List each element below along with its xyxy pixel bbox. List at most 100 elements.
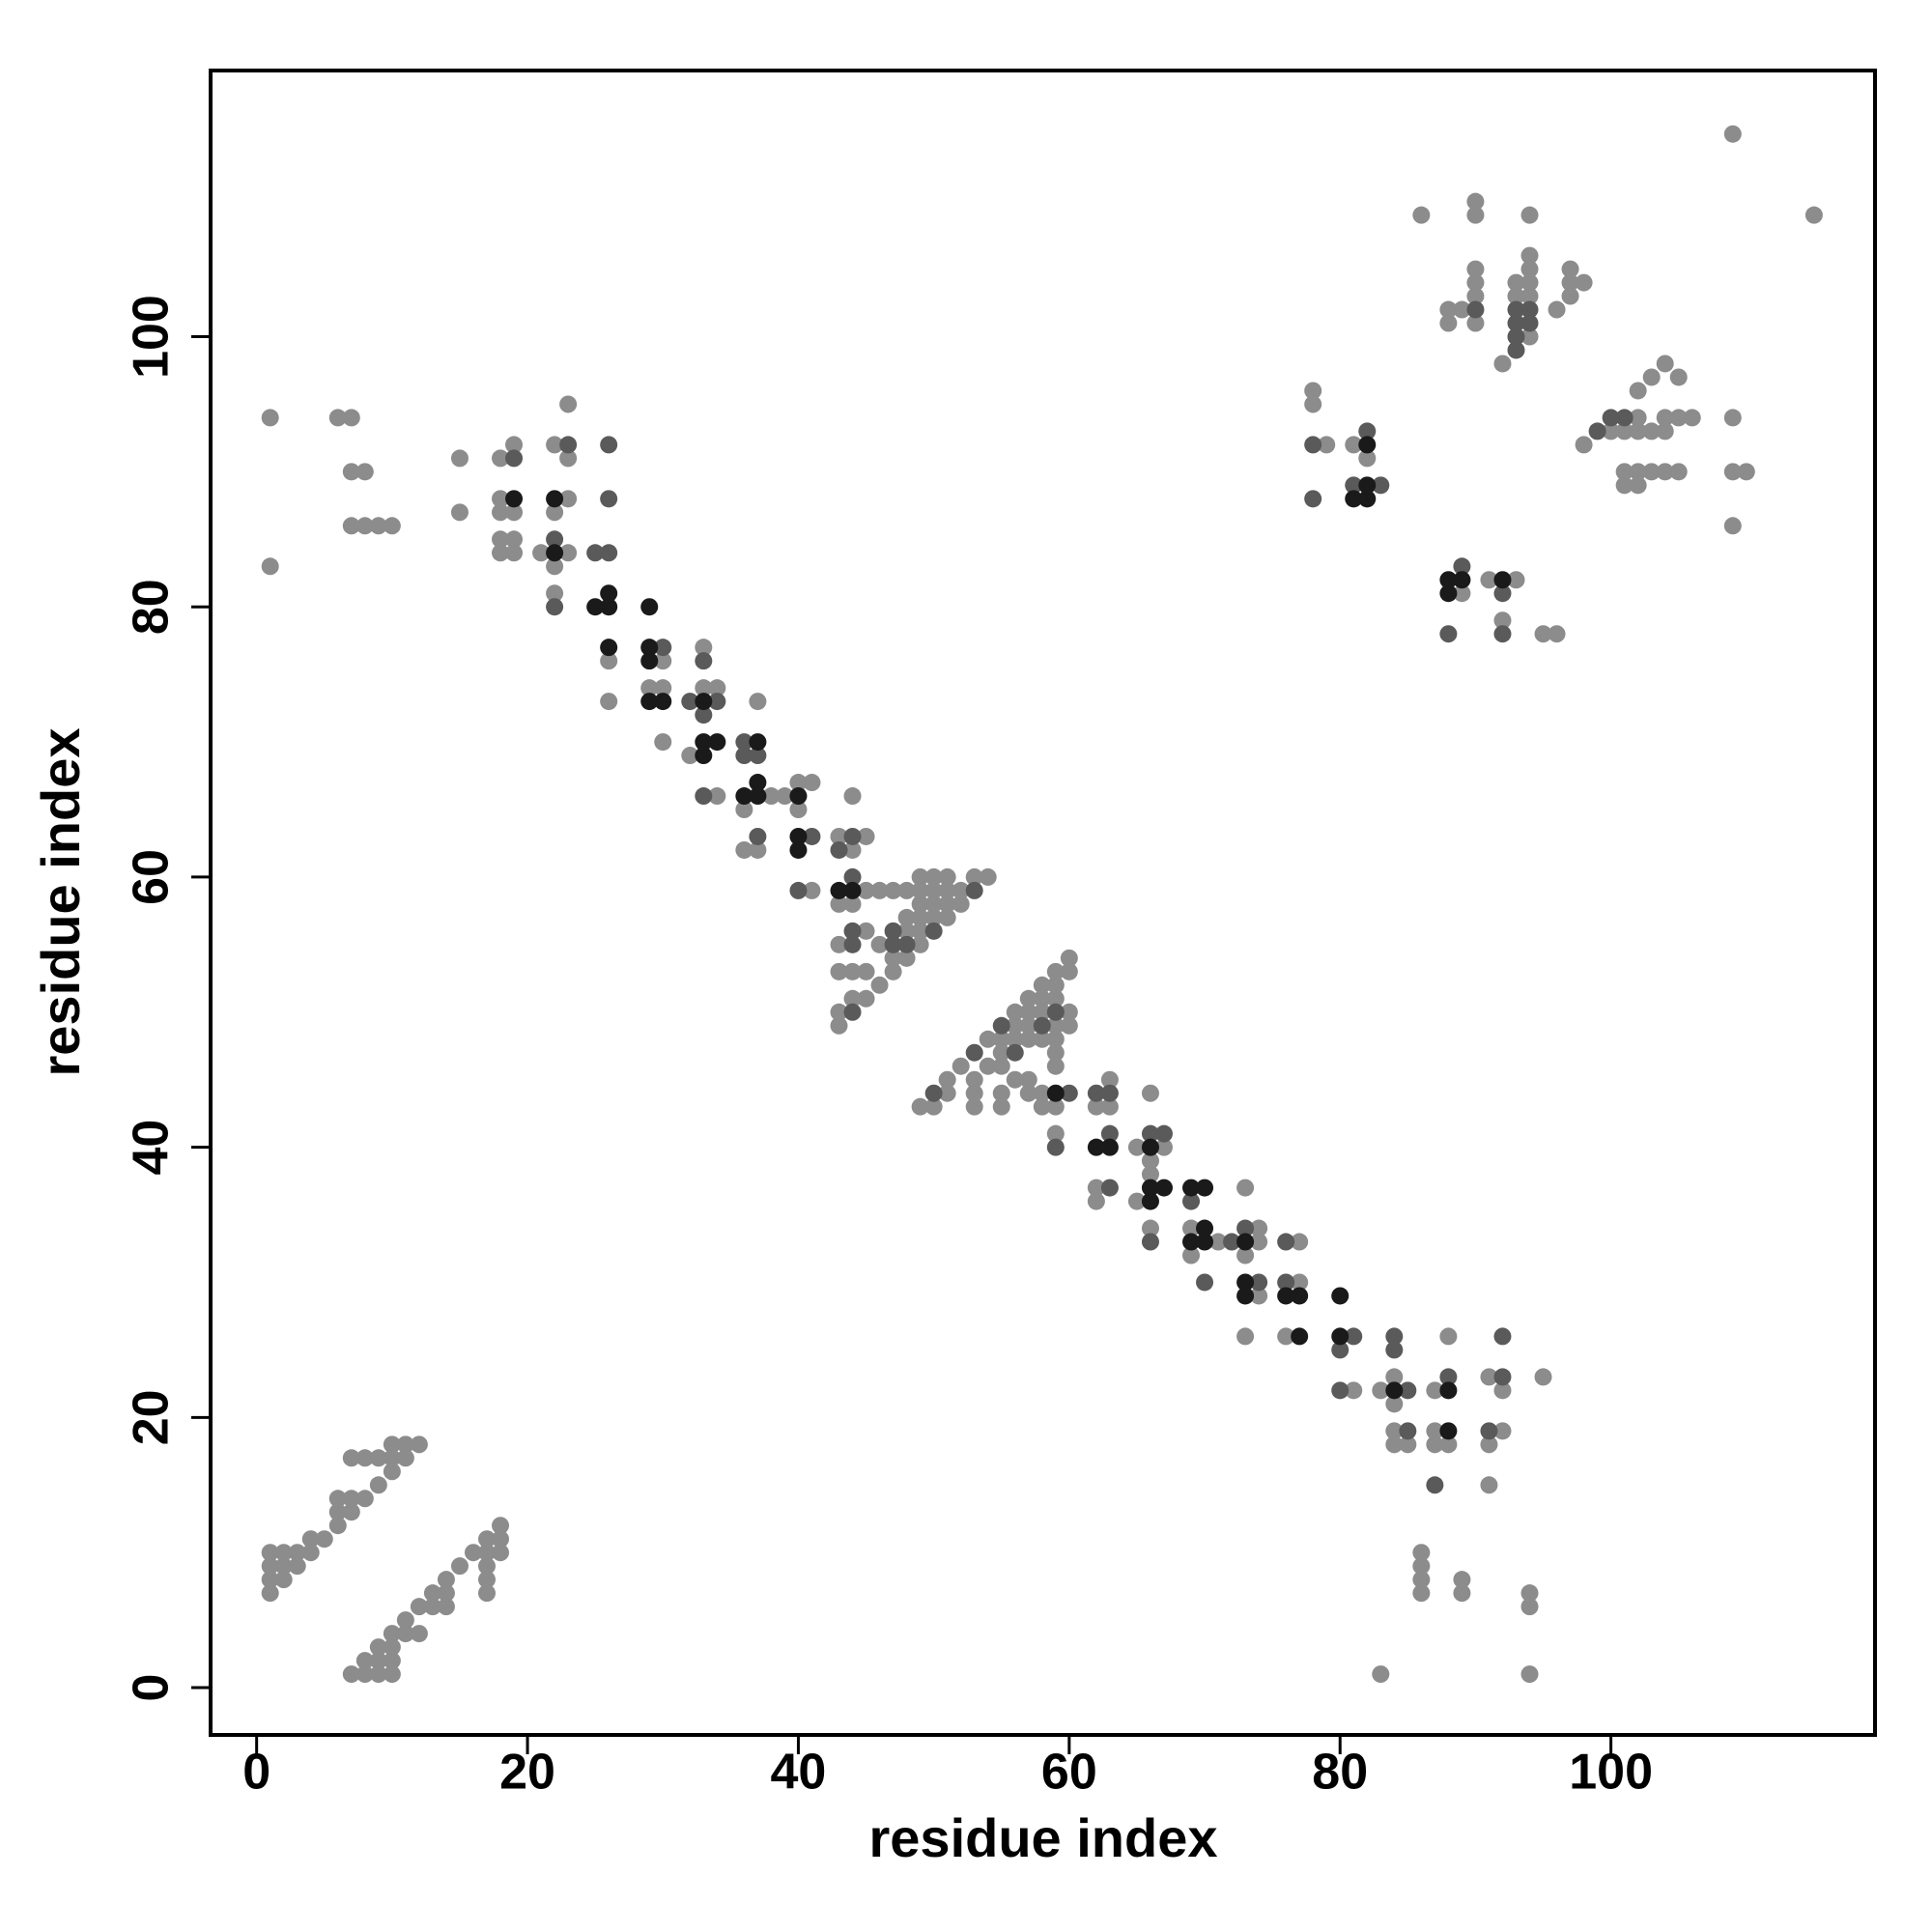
point [410, 1598, 428, 1616]
point [1507, 273, 1525, 292]
point [979, 1030, 997, 1048]
point [1426, 1422, 1444, 1440]
point [261, 1571, 279, 1589]
point [1006, 1070, 1024, 1089]
point [952, 881, 970, 899]
point [1615, 409, 1634, 427]
point [1453, 1584, 1471, 1603]
point [1060, 1084, 1078, 1102]
y-tick-label: 40 [124, 1120, 180, 1176]
point [1520, 327, 1539, 346]
point [870, 935, 889, 953]
point [1019, 1070, 1037, 1089]
point [600, 584, 618, 603]
point [749, 693, 767, 711]
point [1304, 490, 1322, 508]
point [1060, 962, 1078, 980]
point [830, 935, 848, 953]
point [464, 1544, 482, 1562]
point [1466, 287, 1485, 305]
point [1520, 246, 1539, 265]
point [1453, 300, 1471, 319]
point [1236, 1327, 1255, 1346]
point [383, 1665, 401, 1684]
y-tick-label: 0 [124, 1674, 180, 1702]
point [749, 747, 767, 765]
point [789, 881, 808, 899]
point [681, 693, 699, 711]
point [1046, 1138, 1065, 1156]
point [477, 1530, 496, 1548]
point [546, 436, 564, 454]
point [1223, 1233, 1241, 1251]
point [1046, 962, 1065, 980]
point [654, 693, 672, 711]
point [1182, 1233, 1201, 1251]
point [965, 1084, 983, 1102]
point [843, 935, 862, 953]
point [1439, 584, 1458, 603]
point [1480, 1368, 1498, 1386]
point [1331, 1287, 1350, 1305]
point [288, 1557, 306, 1576]
point [1399, 1381, 1417, 1400]
point [640, 652, 659, 670]
point [492, 1544, 510, 1562]
point [1453, 557, 1471, 576]
point [1439, 1368, 1458, 1386]
point [546, 584, 564, 603]
point [830, 962, 848, 980]
point [1466, 314, 1485, 332]
point [546, 557, 564, 576]
point [1250, 1219, 1268, 1237]
point [1236, 1219, 1255, 1237]
point [830, 827, 848, 845]
point [1033, 1016, 1051, 1035]
point [1669, 368, 1688, 386]
point [600, 490, 618, 508]
point [1087, 1097, 1105, 1116]
point [1439, 1435, 1458, 1454]
point [1141, 1124, 1159, 1143]
point [1466, 192, 1485, 211]
point [1615, 463, 1634, 481]
point [369, 1638, 387, 1657]
point [843, 840, 862, 859]
point [1277, 1273, 1295, 1292]
point [803, 881, 821, 899]
point [1723, 463, 1742, 481]
point [1493, 1368, 1512, 1386]
point [1141, 1138, 1159, 1156]
point [1196, 1219, 1214, 1237]
point [1304, 382, 1322, 400]
point [492, 490, 510, 508]
point [1358, 476, 1377, 495]
point [450, 503, 469, 522]
point [1561, 287, 1579, 305]
point [1100, 1084, 1119, 1102]
point [1331, 1381, 1350, 1400]
point [600, 436, 618, 454]
point [654, 733, 672, 752]
point [369, 1665, 387, 1684]
point [843, 922, 862, 940]
point [261, 1557, 279, 1576]
point [1196, 1233, 1214, 1251]
point [1100, 1097, 1119, 1116]
point [342, 1449, 360, 1467]
point [911, 867, 929, 886]
point [803, 774, 821, 792]
point [843, 962, 862, 980]
point [301, 1530, 320, 1548]
point [1019, 1003, 1037, 1021]
point [1046, 1043, 1065, 1062]
point [708, 679, 726, 697]
point [1033, 976, 1051, 994]
point [1304, 395, 1322, 413]
point [1520, 260, 1539, 278]
point [911, 881, 929, 899]
point [492, 449, 510, 468]
point [843, 1003, 862, 1021]
point [383, 1652, 401, 1670]
point [1561, 273, 1579, 292]
